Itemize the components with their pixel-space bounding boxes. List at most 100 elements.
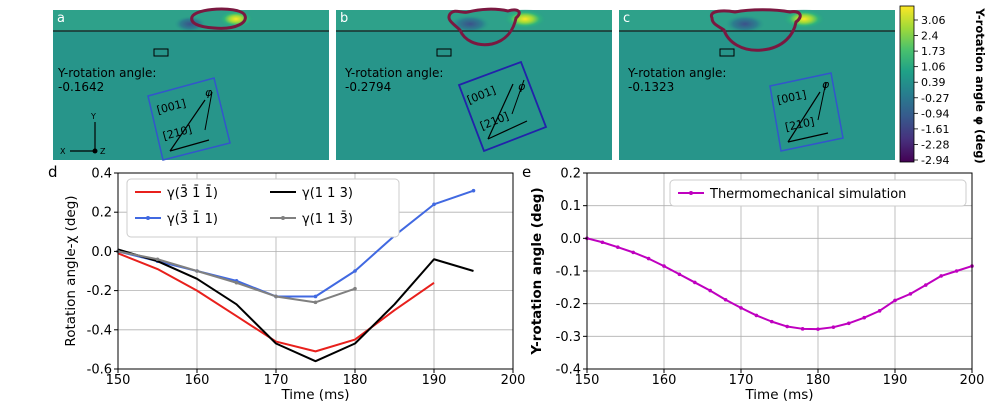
data-point: [616, 245, 620, 249]
data-point: [739, 306, 743, 310]
x-tick-label: 190: [422, 373, 447, 388]
y-tick-label: -0.1: [556, 265, 581, 280]
triad-y-label: Y: [90, 112, 96, 121]
data-point: [646, 256, 651, 261]
y-tick-label: 0.4: [91, 167, 112, 182]
y-axis-label: Y-rotation angle (deg): [529, 187, 545, 355]
panel-a-arrow-001: [169, 99, 206, 152]
triad-z-label: Z: [100, 147, 106, 156]
y-tick-label: -0.3: [556, 330, 581, 345]
data-point: [693, 280, 697, 285]
x-tick-label: 170: [264, 373, 289, 388]
y-tick-label: -0.4: [556, 363, 581, 378]
colorbar-tick-label: 1.73: [921, 45, 946, 58]
colorbar: 3.06 2.4 1.73 1.06 0.39 -0.27 -0.94 -1.61 -2.28 -…: [899, 5, 987, 167]
panel-a-letter: a: [57, 11, 65, 26]
data-point: [831, 325, 836, 329]
panel-b-letter: b: [340, 11, 348, 26]
y-tick-label: 0.2: [560, 167, 581, 182]
panel-a-crystal-frame: [147, 77, 231, 161]
panel-e-letter: e: [522, 163, 531, 181]
colorbar-tick-label: 1.06: [921, 61, 946, 74]
panel-b-angle-title: Y-rotation angle:: [344, 66, 443, 80]
panel-b-background: [336, 10, 612, 160]
y-tick-label: -0.4: [87, 323, 112, 338]
x-axis-label: Time (ms): [744, 387, 813, 403]
triad-x-label: X: [60, 147, 66, 156]
panel-b-angle-value: -0.2794: [345, 80, 391, 94]
series-line-1-0: [586, 237, 973, 331]
panel-d-letter: d: [48, 163, 58, 181]
x-tick-label: 180: [343, 373, 368, 388]
data-point: [353, 269, 357, 273]
panel-c-arrow-phi: [817, 81, 827, 121]
x-tick-label: 180: [806, 373, 831, 388]
y-tick-label: 0.1: [560, 199, 581, 214]
data-point: [877, 309, 882, 313]
series-line-0-0: [117, 252, 435, 353]
panel-b-arrow-phi: [511, 79, 525, 115]
y-tick-label: -0.6: [87, 363, 112, 378]
panel-b-arrow-001: [487, 83, 514, 140]
data-point: [708, 288, 712, 293]
chart-d: 150 160 170 180 190 200 0.4 0.2 0.0 -0.2 -0.4 -0.6 T…: [63, 167, 525, 404]
data-point: [313, 300, 318, 305]
data-point: [939, 274, 943, 278]
colorbar-gradient: [899, 5, 915, 163]
x-tick-label: 150: [575, 373, 600, 388]
panel-b-label-phi: φ: [518, 80, 526, 93]
panel-a-angle-value: -0.1642: [58, 80, 104, 94]
colorbar-tick-label: -0.94: [921, 107, 949, 120]
panel-c-background: [619, 10, 895, 160]
y-tick-label: -0.2: [87, 284, 112, 299]
panel-a-region-marker: [153, 48, 169, 57]
legend-marker: [689, 191, 693, 195]
panel-a-label-phi: φ: [205, 86, 213, 99]
legend-label: Thermomechanical simulation: [709, 187, 906, 202]
data-point: [770, 319, 774, 324]
legend-marker: [281, 216, 285, 220]
colorbar-label: Y-rotation angle φ (deg): [973, 7, 987, 163]
legend-label: γ(3̄ 1̄ 1̄): [167, 186, 218, 201]
data-point: [353, 286, 357, 291]
data-point: [954, 269, 959, 273]
y-tick-label: 0.0: [91, 245, 112, 260]
legend-label: γ(1 1 3̄): [302, 212, 353, 227]
panel-a-arrow-phi: [204, 91, 213, 131]
x-tick-label: 160: [652, 373, 677, 388]
panel-c-melt-pool: [709, 8, 802, 52]
data-point: [600, 240, 605, 245]
panel-c-orientation-inset: [001] [210] φ: [769, 72, 844, 152]
data-point: [195, 269, 199, 273]
data-point: [785, 324, 789, 329]
legend-label: γ(3̄ 1̄ 1): [167, 212, 218, 227]
chart-e: 150 160 170 180 190 200 0.2 0.1 0.0 -0.1 -0.2 -0.3 -…: [529, 167, 984, 404]
panel-c-label-210: [210]: [784, 115, 816, 134]
panel-c-label-phi: φ: [822, 78, 830, 91]
panel-c-label-001: [001]: [776, 88, 808, 107]
panel-c-cold-spot: [725, 15, 765, 33]
panel-b: b Y-rotation angle: -0.2794 [001] [210] …: [336, 7, 612, 160]
colorbar-tick-label: -2.94: [921, 154, 949, 167]
x-tick-label: 170: [729, 373, 754, 388]
panel-c-letter: c: [623, 11, 630, 26]
panel-b-cold-spot: [450, 15, 490, 33]
panel-b-melt-pool: [447, 7, 521, 47]
panel-c-region-marker: [719, 48, 735, 57]
x-tick-label: 200: [960, 373, 985, 388]
data-point: [754, 313, 759, 318]
data-point: [471, 188, 476, 193]
x-tick-label: 160: [185, 373, 210, 388]
panel-a-arrow-210: [169, 139, 210, 152]
data-point: [662, 264, 666, 268]
panel-c-angle-value: -0.1323: [628, 80, 674, 94]
series-line-0-2: [117, 248, 474, 363]
panel-a-angle-title: Y-rotation angle:: [57, 66, 156, 80]
panel-a-cold-spot: [174, 16, 206, 32]
colorbar-tick-label: -0.27: [921, 92, 949, 105]
y-tick-label: 0.0: [560, 232, 581, 247]
panel-a-melt-pool: [190, 7, 247, 30]
x-tick-label: 150: [106, 373, 131, 388]
axes-triad: Y X Z: [60, 112, 106, 156]
